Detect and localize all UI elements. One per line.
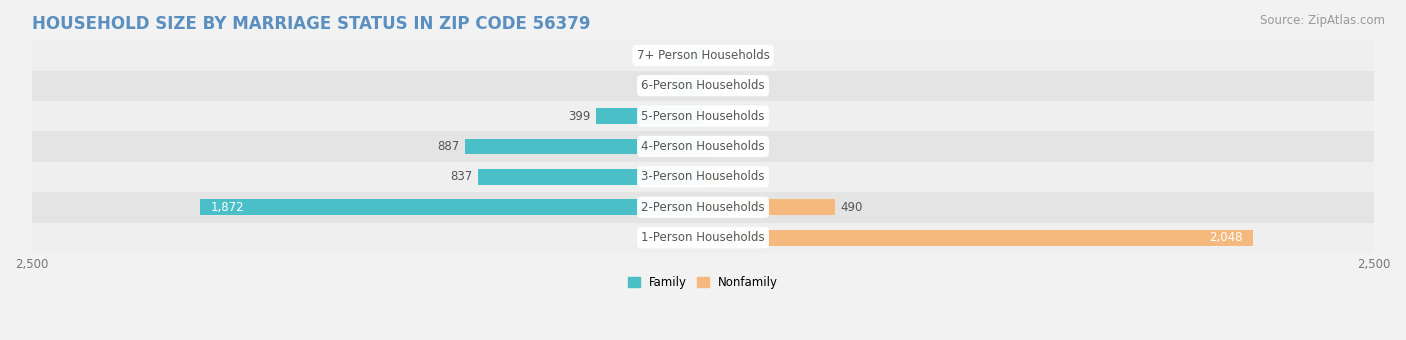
Text: 4-Person Households: 4-Person Households [641,140,765,153]
Bar [692,47,703,63]
Bar [478,169,703,185]
Text: 33: 33 [717,140,733,153]
Text: HOUSEHOLD SIZE BY MARRIAGE STATUS IN ZIP CODE 56379: HOUSEHOLD SIZE BY MARRIAGE STATUS IN ZIP… [32,15,591,33]
Bar [32,131,1374,162]
Bar [32,101,1374,131]
Legend: Family, Nonfamily: Family, Nonfamily [623,271,783,294]
Text: 84: 84 [731,170,745,183]
Text: 2,048: 2,048 [1209,231,1241,244]
Text: Source: ZipAtlas.com: Source: ZipAtlas.com [1260,14,1385,27]
Text: 490: 490 [839,201,862,214]
Bar [465,139,703,154]
Text: 2-Person Households: 2-Person Households [641,201,765,214]
Bar [675,78,703,94]
Bar [32,222,1374,253]
Bar [703,230,1253,245]
Bar [596,108,703,124]
Text: 887: 887 [437,140,460,153]
Text: 1,872: 1,872 [211,201,245,214]
Bar [32,192,1374,222]
Text: 40: 40 [672,49,688,62]
Bar [703,169,725,185]
Text: 6-Person Households: 6-Person Households [641,79,765,92]
Bar [32,162,1374,192]
Text: 3-Person Households: 3-Person Households [641,170,765,183]
Text: 837: 837 [451,170,472,183]
Bar [32,70,1374,101]
Text: 5-Person Households: 5-Person Households [641,109,765,123]
Bar [703,139,711,154]
Text: 7+ Person Households: 7+ Person Households [637,49,769,62]
Bar [32,40,1374,70]
Text: 1-Person Households: 1-Person Households [641,231,765,244]
Text: 104: 104 [647,79,669,92]
Bar [200,199,703,215]
Bar [703,199,835,215]
Text: 399: 399 [568,109,591,123]
